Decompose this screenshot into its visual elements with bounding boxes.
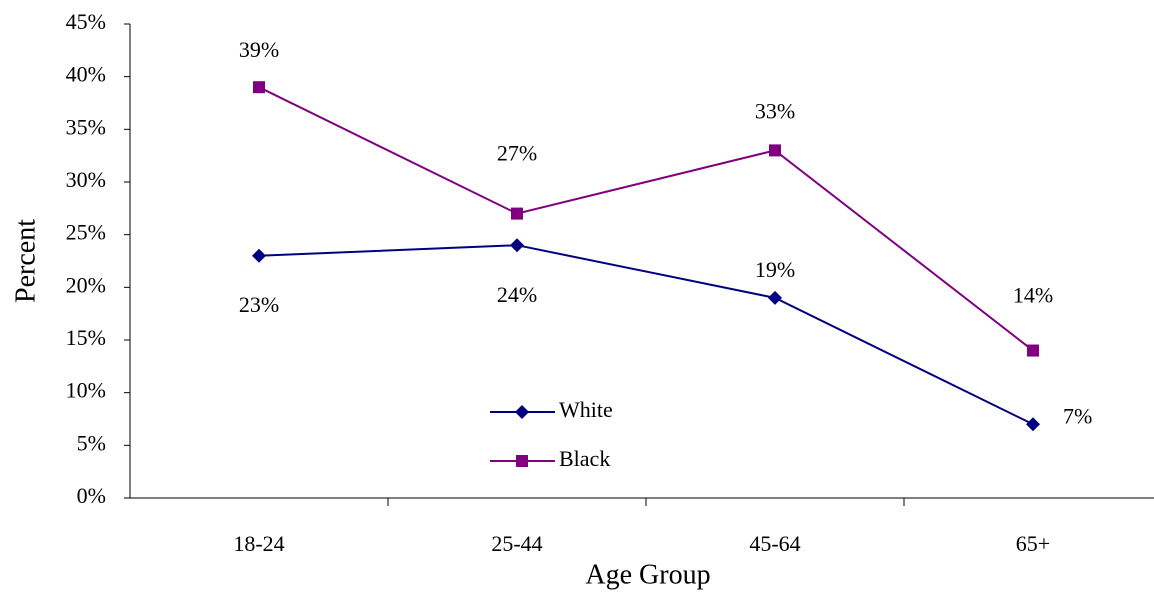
y-tick-label: 45% — [66, 9, 106, 34]
y-tick-label: 15% — [66, 325, 106, 350]
x-tick-label: 45-64 — [749, 531, 800, 556]
data-point — [769, 144, 781, 157]
data-point — [511, 207, 523, 220]
data-label: 7% — [1063, 403, 1092, 428]
data-point — [510, 238, 524, 253]
x-tick-label: 65+ — [1016, 531, 1050, 556]
data-label: 24% — [497, 282, 537, 307]
data-point — [768, 290, 782, 305]
data-point — [1026, 417, 1040, 432]
y-tick-label: 10% — [66, 378, 106, 403]
y-tick-label: 40% — [66, 62, 106, 87]
legend-label: Black — [559, 446, 610, 471]
y-tick-label: 0% — [77, 483, 106, 508]
y-tick-label: 30% — [66, 167, 106, 192]
x-axis-title: Age Group — [585, 559, 710, 590]
data-point — [252, 248, 266, 263]
data-label: 23% — [239, 292, 279, 317]
y-tick-label: 20% — [66, 272, 106, 297]
y-tick-label: 5% — [77, 430, 106, 455]
y-axis-title: Percent — [10, 219, 41, 303]
data-label: 27% — [497, 141, 537, 166]
series-line — [258, 244, 1034, 426]
series-line — [258, 86, 1034, 352]
x-tick-label: 18-24 — [233, 531, 284, 556]
data-point — [1027, 344, 1039, 357]
x-tick-label: 25-44 — [491, 531, 542, 556]
legend-marker — [516, 455, 528, 467]
data-label: 39% — [239, 37, 279, 62]
data-label: 14% — [1013, 283, 1053, 308]
data-label: 33% — [755, 98, 795, 123]
legend-label: White — [559, 397, 613, 422]
y-tick-label: 25% — [66, 220, 106, 245]
data-point — [253, 81, 265, 94]
y-tick-label: 35% — [66, 114, 106, 139]
data-label: 19% — [755, 257, 795, 282]
legend-marker — [515, 405, 529, 419]
